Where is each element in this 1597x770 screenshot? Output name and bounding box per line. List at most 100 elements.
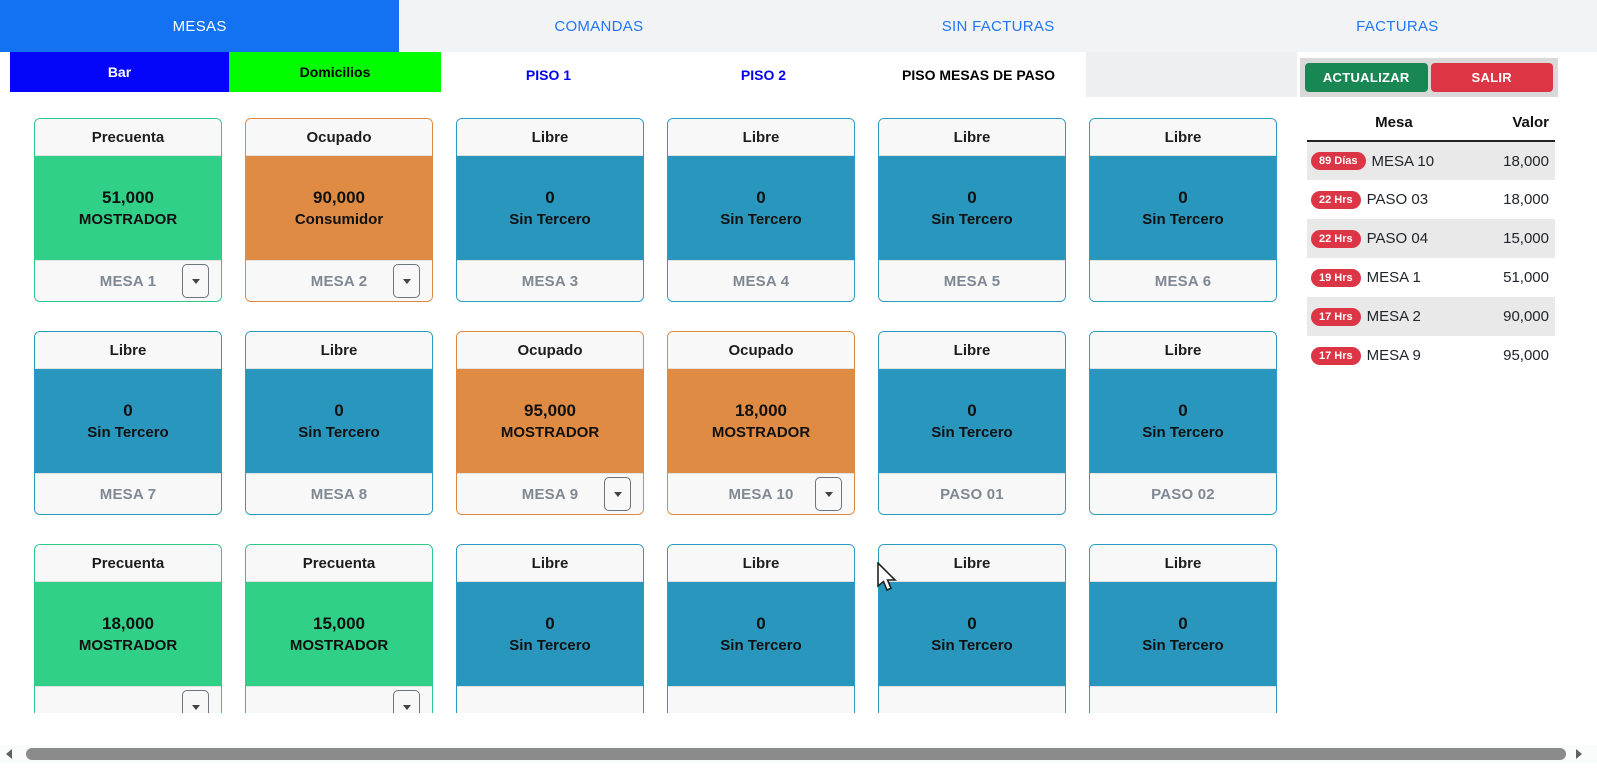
card-dropdown-button[interactable]: [182, 690, 209, 713]
card-dropdown-button[interactable]: [393, 264, 420, 298]
mesa-cell: 22 Hrs PASO 04: [1311, 229, 1477, 248]
table-card-mesa-4[interactable]: Libre 0 Sin Tercero MESA 4: [667, 118, 855, 302]
scrollbar-thumb[interactable]: [26, 748, 1566, 760]
card-footer: MESA 6: [1090, 260, 1276, 301]
table-card-mesa-9[interactable]: Ocupado 95,000 MOSTRADOR MESA 9: [456, 331, 644, 515]
card-footer: MESA 9: [457, 473, 643, 514]
mesa-valor: 18,000: [1503, 152, 1549, 170]
card-amount: 0: [123, 401, 133, 420]
card-client: Sin Tercero: [1142, 424, 1224, 441]
mesa-cell: 17 Hrs MESA 9: [1311, 346, 1477, 365]
table-card-mesa-2[interactable]: Ocupado 90,000 Consumidor MESA 2: [245, 118, 433, 302]
card-footer: [457, 686, 643, 713]
card-status-label: Libre: [1090, 119, 1276, 156]
card-dropdown-button[interactable]: [815, 477, 842, 511]
card-dropdown-button[interactable]: [182, 264, 209, 298]
floor-tab-piso-2[interactable]: PISO 2: [656, 52, 871, 97]
actions-bar: ACTUALIZAR SALIR: [1300, 58, 1558, 97]
floor-strip-filler: [1086, 52, 1297, 97]
table-row-mesa-9[interactable]: 17 Hrs MESA 9 95,000: [1307, 336, 1555, 375]
table-card-mesa-3[interactable]: Libre 0 Sin Tercero MESA 3: [456, 118, 644, 302]
card-footer: MESA 8: [246, 473, 432, 514]
table-card-mesa-10[interactable]: Ocupado 18,000 MOSTRADOR MESA 10: [667, 331, 855, 515]
card-status-label: Libre: [1090, 545, 1276, 582]
floor-tab-piso-1[interactable]: PISO 1: [441, 52, 656, 97]
card-amount: 0: [545, 614, 555, 633]
card-amount: 0: [1178, 188, 1188, 207]
card-amount: 18,000: [735, 401, 787, 420]
table-card-paso-01[interactable]: Libre 0 Sin Tercero PASO 01: [878, 331, 1066, 515]
card-client: Sin Tercero: [1142, 637, 1224, 654]
floor-tab-strip: Bar Domicilios PISO 1 PISO 2 PISO MESAS DE P…: [0, 52, 1297, 97]
card-body: 0 Sin Tercero: [1090, 369, 1276, 473]
card-dropdown-button[interactable]: [604, 477, 631, 511]
card-amount: 15,000: [313, 614, 365, 633]
card-body: 51,000 MOSTRADOR: [35, 156, 221, 260]
table-card-mesa-8[interactable]: Libre 0 Sin Tercero MESA 8: [245, 331, 433, 515]
card-name: MESA 4: [732, 272, 790, 290]
table-card-mesa-5[interactable]: Libre 0 Sin Tercero MESA 5: [878, 118, 1066, 302]
tab-comandas[interactable]: COMANDAS: [554, 17, 644, 35]
chevron-down-icon: [191, 704, 200, 710]
table-row-mesa-10[interactable]: 89 Días MESA 10 18,000: [1307, 141, 1555, 180]
column-header-valor: Valor: [1480, 105, 1555, 142]
table-card-clipped-16[interactable]: Libre 0 Sin Tercero: [667, 544, 855, 713]
card-amount: 0: [756, 614, 766, 633]
card-name: PASO 02: [1151, 485, 1215, 503]
tab-facturas[interactable]: FACTURAS: [1356, 17, 1439, 35]
scroll-left-icon[interactable]: [6, 749, 12, 759]
table-card-clipped-15[interactable]: Libre 0 Sin Tercero: [456, 544, 644, 713]
card-status-label: Libre: [879, 545, 1065, 582]
tab-mesas[interactable]: MESAS: [0, 0, 400, 52]
salir-button[interactable]: SALIR: [1430, 63, 1553, 92]
mesa-valor: 15,000: [1503, 230, 1549, 247]
floor-tab-piso-mesas-de-paso[interactable]: PISO MESAS DE PASO: [871, 52, 1086, 97]
card-status-label: Libre: [879, 119, 1065, 156]
table-row-mesa-2[interactable]: 17 Hrs MESA 2 90,000: [1307, 297, 1555, 336]
table-card-clipped-13[interactable]: Precuenta 18,000 MOSTRADOR: [34, 544, 222, 713]
chevron-down-icon: [402, 278, 411, 284]
mesa-name: MESA 1: [1366, 269, 1421, 286]
card-amount: 0: [967, 188, 977, 207]
card-name: MESA 9: [521, 485, 579, 503]
card-body: 0 Sin Tercero: [246, 369, 432, 473]
cards-grid: Precuenta 51,000 MOSTRADOR MESA 1 Ocupado 90,…: [0, 97, 1297, 713]
table-card-clipped-18[interactable]: Libre 0 Sin Tercero: [1089, 544, 1277, 713]
table-card-clipped-17[interactable]: Libre 0 Sin Tercero: [878, 544, 1066, 713]
card-client: Sin Tercero: [509, 211, 591, 228]
card-amount: 95,000: [524, 401, 576, 420]
column-header-mesa: Mesa: [1307, 105, 1481, 142]
table-card-mesa-1[interactable]: Precuenta 51,000 MOSTRADOR MESA 1: [34, 118, 222, 302]
table-row-paso-03[interactable]: 22 Hrs PASO 03 18,000: [1307, 180, 1555, 219]
card-footer: [879, 686, 1065, 713]
chevron-down-icon: [191, 278, 200, 284]
floor-tab-domicilios[interactable]: Domicilios: [229, 52, 441, 92]
scroll-right-icon[interactable]: [1576, 749, 1582, 759]
card-amount: 18,000: [102, 614, 154, 633]
table-card-mesa-7[interactable]: Libre 0 Sin Tercero MESA 7: [34, 331, 222, 515]
mesa-cell-wrap: 89 Días MESA 10: [1307, 141, 1481, 180]
card-body: 18,000 MOSTRADOR: [668, 369, 854, 473]
card-client: Sin Tercero: [931, 211, 1013, 228]
card-body: 0 Sin Tercero: [1090, 156, 1276, 260]
mesa-cell: 22 Hrs PASO 03: [1311, 190, 1477, 209]
card-status-label: Ocupado: [246, 119, 432, 156]
card-status-label: Libre: [879, 332, 1065, 369]
card-footer: MESA 3: [457, 260, 643, 301]
table-card-paso-02[interactable]: Libre 0 Sin Tercero PASO 02: [1089, 331, 1277, 515]
card-amount: 0: [1178, 401, 1188, 420]
table-card-mesa-6[interactable]: Libre 0 Sin Tercero MESA 6: [1089, 118, 1277, 302]
card-name: MESA 1: [99, 272, 157, 290]
card-name: MESA 2: [310, 272, 368, 290]
card-dropdown-button[interactable]: [393, 690, 420, 713]
chevron-down-icon: [613, 491, 622, 497]
table-row-paso-04[interactable]: 22 Hrs PASO 04 15,000: [1307, 219, 1555, 258]
floor-tab-bar[interactable]: Bar: [10, 52, 229, 92]
table-row-mesa-1[interactable]: 19 Hrs MESA 1 51,000: [1307, 258, 1555, 297]
actualizar-button[interactable]: ACTUALIZAR: [1305, 63, 1428, 92]
horizontal-scrollbar[interactable]: [0, 745, 1597, 763]
card-client: Sin Tercero: [720, 211, 802, 228]
card-body: 0 Sin Tercero: [457, 582, 643, 686]
table-card-clipped-14[interactable]: Precuenta 15,000 MOSTRADOR: [245, 544, 433, 713]
tab-sin-facturas[interactable]: SIN FACTURAS: [941, 17, 1055, 35]
